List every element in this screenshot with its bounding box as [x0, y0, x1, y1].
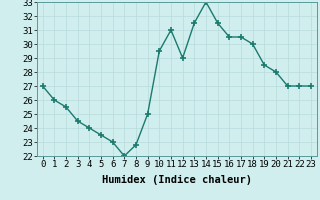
- X-axis label: Humidex (Indice chaleur): Humidex (Indice chaleur): [102, 175, 252, 185]
